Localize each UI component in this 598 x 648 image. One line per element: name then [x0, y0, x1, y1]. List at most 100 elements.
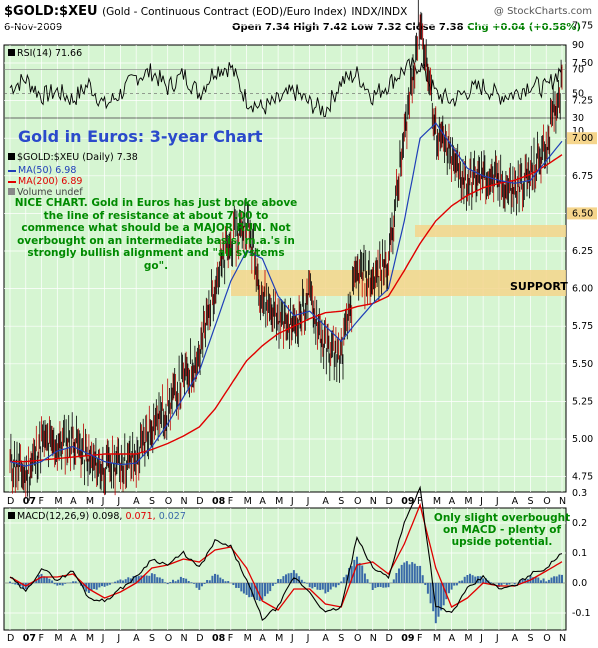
macd-histogram-bar: [321, 583, 324, 590]
macd-histogram-bar: [161, 578, 164, 583]
macd-histogram-bar: [337, 583, 340, 586]
month-axis-label: A: [70, 496, 77, 507]
macd-histogram-bar: [235, 583, 238, 588]
macd-histogram-bar: [550, 577, 553, 583]
month-axis-label-bottom: M: [86, 633, 94, 644]
month-axis-label: M: [464, 496, 472, 507]
macd-histogram-bar: [300, 579, 303, 583]
ma200-line: [10, 154, 563, 463]
macd-histogram-bar: [135, 576, 138, 583]
macd-histogram-bar: [505, 583, 508, 585]
month-axis-label-bottom: M: [433, 633, 441, 644]
month-axis-label-bottom: A: [512, 633, 519, 644]
macd-histogram-bar: [387, 583, 390, 588]
close-value: Close 7.38: [405, 22, 464, 33]
macd-histogram-bar: [532, 577, 535, 583]
macd-histogram-bar: [534, 577, 537, 583]
macd-histogram-bar: [132, 576, 135, 583]
macd-histogram-bar: [437, 583, 440, 617]
macd-histogram-bar: [384, 583, 387, 588]
month-axis-label-bottom: A: [449, 633, 456, 644]
rsi-tick-label: 70: [572, 64, 584, 75]
macd-histogram-bar: [279, 579, 282, 583]
macd-annotation: Only slight overbought on MACD - plenty …: [433, 512, 571, 548]
macd-histogram-bar: [403, 562, 406, 583]
macd-histogram-bar: [474, 576, 477, 583]
price-tick-label: 6.25: [572, 246, 593, 257]
month-axis-label-bottom: S: [527, 633, 533, 644]
month-axis-label: J: [306, 496, 310, 507]
month-axis-label-bottom: D: [7, 633, 14, 644]
macd-histogram-bar: [140, 575, 143, 583]
price-tick-label: 7.50: [572, 58, 593, 69]
macd-tick-label: 0.3: [572, 488, 587, 499]
macd-histogram-bar: [379, 583, 382, 587]
month-axis-label-bottom: J: [290, 633, 294, 644]
ma50-line-icon: [8, 169, 16, 172]
month-axis-label: O: [354, 496, 361, 507]
ohlc-readout: Open 7.34 High 7.42 Low 7.32 Close 7.38 …: [232, 22, 581, 33]
rsi-tick-label: 30: [572, 113, 584, 124]
macd-histogram-bar: [137, 576, 140, 583]
resistance-zone: [415, 225, 566, 237]
price-legend-ma200: MA(200) 6.89: [8, 176, 82, 187]
macd-histogram-bar: [524, 579, 527, 583]
macd-histogram-bar: [22, 583, 25, 589]
macd-histogram-bar: [542, 578, 545, 583]
macd-histogram-bar: [540, 580, 542, 583]
macd-histogram-bar: [471, 575, 474, 583]
macd-legend-name: MACD(12,26,9): [17, 511, 90, 522]
macd-histogram-bar: [177, 579, 180, 583]
macd-histogram-bar: [250, 583, 253, 597]
macd-histogram-bar: [43, 576, 46, 583]
price-legend-symbol: $GOLD:$XEU (Daily) 7.38: [8, 152, 138, 163]
macd-histogram-bar: [148, 575, 151, 583]
macd-histogram-bar: [547, 579, 550, 583]
macd-histogram-bar: [206, 580, 209, 583]
macd-histogram-bar: [11, 583, 14, 584]
chart-symbol-title: $GOLD:$XEU (Gold - Continuous Contract (…: [4, 4, 407, 19]
macd-histogram-bar: [269, 583, 272, 592]
macd-histogram-bar: [124, 579, 127, 583]
macd-histogram-bar: [466, 575, 469, 583]
month-axis-label-bottom: 08: [212, 633, 226, 644]
macd-histogram-bar: [187, 581, 190, 583]
price-tick-label: 6.00: [572, 284, 593, 295]
month-axis-label: 07: [23, 496, 36, 507]
month-axis-label: D: [7, 496, 14, 507]
macd-histogram-bar: [166, 583, 169, 585]
macd-histogram-bar: [227, 581, 230, 583]
month-axis-label: S: [338, 496, 344, 507]
macd-histogram-bar: [122, 580, 124, 583]
resistance-tick-label: 7.00: [572, 133, 593, 144]
macd-histogram-bar: [119, 579, 122, 583]
macd-histogram-bar: [395, 573, 398, 583]
month-axis-label-bottom: N: [559, 633, 566, 644]
symbol-exchange: INDX/INDX: [351, 6, 408, 18]
month-axis-label: M: [275, 496, 283, 507]
macd-histogram-bar: [158, 577, 161, 583]
macd-histogram-bar: [72, 581, 75, 583]
symbol-text: $GOLD:$XEU: [4, 4, 98, 19]
macd-tick-label: -0.1: [572, 608, 591, 619]
month-axis-label: J: [101, 496, 105, 507]
macd-histogram-bar: [313, 583, 316, 587]
macd-histogram-bar: [518, 580, 521, 583]
rsi-label: RSI(14) 71.66: [8, 48, 82, 59]
macd-histogram-bar: [490, 582, 492, 583]
macd-histogram-bar: [555, 576, 558, 583]
price-tick-label: 5.25: [572, 396, 593, 407]
macd-histogram-bar: [503, 583, 506, 584]
macd-legend-macd: 0.098,: [92, 511, 123, 522]
month-axis-label-bottom: S: [338, 633, 344, 644]
macd-histogram-bar: [340, 581, 343, 583]
macd-histogram-bar: [458, 580, 461, 583]
macd-histogram-bar: [153, 574, 156, 583]
change-value: Chg +0.04 (+0.58%): [467, 22, 581, 33]
macd-histogram-bar: [405, 561, 408, 583]
price-swatch-icon: [8, 153, 15, 160]
macd-histogram-bar: [245, 583, 248, 595]
macd-histogram-bar: [56, 583, 59, 586]
macd-histogram-bar: [182, 578, 185, 583]
month-axis-label: N: [370, 496, 377, 507]
